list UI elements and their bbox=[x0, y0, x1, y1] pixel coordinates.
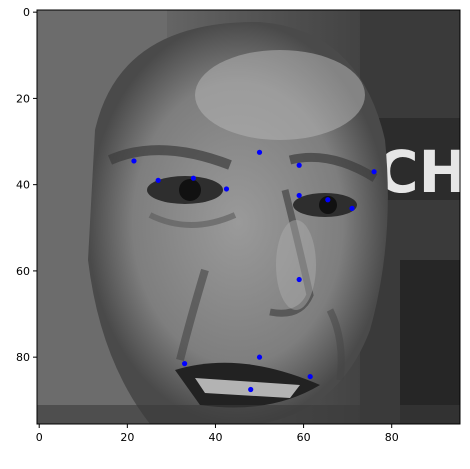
keypoint-marker bbox=[131, 158, 137, 164]
keypoint-marker bbox=[371, 169, 377, 175]
keypoint-marker bbox=[307, 373, 313, 380]
y-tick-label: 20 bbox=[16, 92, 30, 105]
keypoint-marker bbox=[182, 361, 188, 367]
y-tick-label: 40 bbox=[16, 179, 30, 192]
x-tick-label: 0 bbox=[36, 431, 43, 444]
svg-text:CH: CH bbox=[376, 138, 467, 206]
keypoint-marker bbox=[248, 386, 254, 393]
y-axis: 0 20 40 60 80 bbox=[16, 6, 37, 364]
keypoint-marker bbox=[155, 177, 161, 183]
y-tick-label: 0 bbox=[23, 6, 30, 19]
keypoint-marker bbox=[223, 186, 230, 192]
axes-frame bbox=[36, 9, 461, 425]
x-tick-label: 60 bbox=[297, 431, 311, 444]
y-tick-label: 60 bbox=[16, 265, 30, 278]
x-tick-label: 40 bbox=[208, 431, 222, 444]
keypoint-marker bbox=[256, 354, 263, 360]
keypoint-series bbox=[131, 149, 377, 393]
keypoint-marker bbox=[296, 276, 302, 283]
x-tick-label: 80 bbox=[385, 431, 399, 444]
keypoint-marker bbox=[190, 175, 197, 181]
x-axis: 0 20 40 60 80 bbox=[36, 424, 399, 444]
face-image: CH bbox=[37, 10, 467, 424]
y-tick-label: 80 bbox=[16, 351, 30, 364]
keypoint-marker bbox=[325, 197, 331, 203]
keypoint-marker bbox=[296, 192, 302, 199]
keypoint-marker bbox=[296, 162, 302, 168]
keypoint-marker bbox=[349, 205, 355, 211]
keypoint-marker bbox=[256, 149, 263, 155]
x-tick-label: 20 bbox=[120, 431, 134, 444]
